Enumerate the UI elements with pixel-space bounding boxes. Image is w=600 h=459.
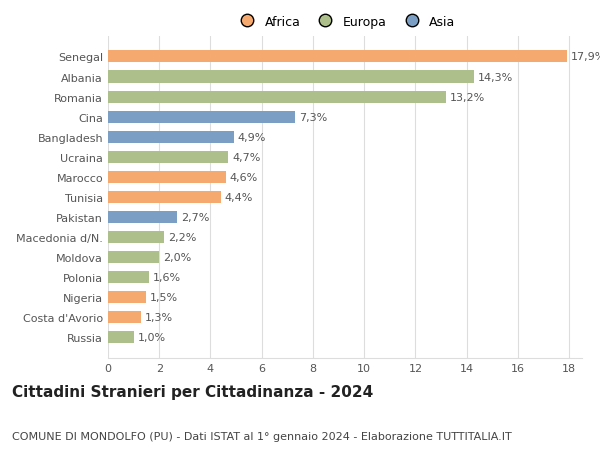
Text: COMUNE DI MONDOLFO (PU) - Dati ISTAT al 1° gennaio 2024 - Elaborazione TUTTITALI: COMUNE DI MONDOLFO (PU) - Dati ISTAT al … bbox=[12, 431, 512, 441]
Text: 2,7%: 2,7% bbox=[181, 213, 209, 222]
Text: 4,4%: 4,4% bbox=[224, 192, 253, 202]
Text: 17,9%: 17,9% bbox=[571, 52, 600, 62]
Bar bbox=[108, 112, 295, 123]
Text: 14,3%: 14,3% bbox=[478, 73, 514, 82]
Bar bbox=[108, 151, 229, 163]
Bar bbox=[108, 191, 221, 203]
Bar bbox=[108, 252, 159, 263]
Text: 1,6%: 1,6% bbox=[153, 272, 181, 282]
Bar bbox=[108, 171, 226, 183]
Bar bbox=[108, 51, 566, 63]
Text: 1,3%: 1,3% bbox=[145, 313, 173, 322]
Text: 1,5%: 1,5% bbox=[150, 292, 178, 302]
Text: 7,3%: 7,3% bbox=[299, 112, 327, 123]
Text: 1,0%: 1,0% bbox=[137, 332, 166, 342]
Legend: Africa, Europa, Asia: Africa, Europa, Asia bbox=[229, 11, 461, 34]
Text: 4,6%: 4,6% bbox=[230, 173, 258, 182]
Text: Cittadini Stranieri per Cittadinanza - 2024: Cittadini Stranieri per Cittadinanza - 2… bbox=[12, 384, 373, 399]
Text: 4,9%: 4,9% bbox=[238, 132, 266, 142]
Bar bbox=[108, 331, 134, 343]
Bar bbox=[108, 231, 164, 243]
Text: 2,2%: 2,2% bbox=[168, 232, 197, 242]
Text: 13,2%: 13,2% bbox=[450, 92, 485, 102]
Bar bbox=[108, 291, 146, 303]
Bar bbox=[108, 91, 446, 103]
Bar bbox=[108, 71, 475, 84]
Bar bbox=[108, 212, 177, 224]
Bar bbox=[108, 311, 142, 324]
Bar bbox=[108, 131, 233, 143]
Bar bbox=[108, 271, 149, 283]
Text: 4,7%: 4,7% bbox=[232, 152, 260, 162]
Text: 2,0%: 2,0% bbox=[163, 252, 191, 263]
